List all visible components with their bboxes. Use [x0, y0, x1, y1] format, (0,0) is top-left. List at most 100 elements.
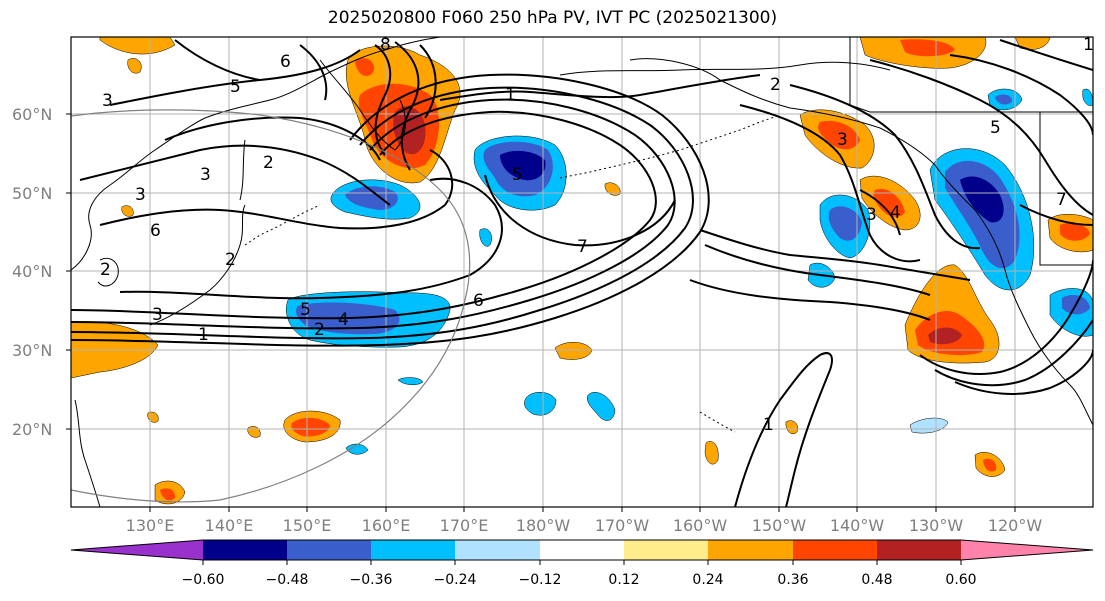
negative-anomaly-area	[524, 392, 557, 416]
colorbar-segment	[708, 540, 793, 560]
negative-anomaly-area	[995, 94, 1013, 105]
map-frame	[70, 36, 1094, 508]
pv-contours	[71, 39, 1093, 507]
negative-anomaly-area	[397, 377, 424, 385]
coastline-hawaii	[699, 411, 736, 433]
colorbar-segment	[455, 540, 540, 560]
contour-label: 4	[890, 203, 901, 223]
lon-label: 170°E	[440, 516, 489, 535]
lat-label: 30°N	[12, 341, 52, 360]
pv-contour	[689, 279, 931, 321]
colorbar-label: 0.24	[692, 572, 723, 588]
lat-label: 40°N	[12, 262, 52, 281]
pv-contour	[484, 174, 676, 247]
colorbar-segment	[371, 540, 455, 560]
positive-anomaly-area	[127, 58, 142, 74]
negative-anomaly-area	[345, 443, 369, 455]
pv-contour	[734, 352, 833, 507]
colorbar: −0.60 −0.48 −0.36 −0.24 −0.12 0.12 0.24 …	[70, 539, 1094, 588]
lat-label: 60°N	[12, 105, 52, 124]
coastline-asia	[71, 37, 441, 271]
contour-label: 6	[280, 52, 291, 72]
lon-label: 180°W	[516, 516, 571, 535]
pv-contour	[699, 229, 971, 281]
negative-anomaly-area	[345, 186, 398, 210]
coastline-aleutians	[559, 114, 781, 179]
contour-label: 3	[837, 130, 848, 150]
contour-label: 5	[990, 118, 1001, 138]
pv-contour	[869, 59, 1093, 216]
coastline-alaska	[629, 58, 976, 211]
colorbar-segment	[624, 540, 708, 560]
negative-anomaly-area	[500, 150, 546, 181]
range-circle	[71, 109, 471, 503]
pv-contour	[439, 74, 761, 101]
negative-anomaly-area	[587, 392, 616, 421]
pv-contour	[954, 349, 1093, 395]
colorbar-label: 0.36	[777, 572, 808, 588]
colorbar-label: −0.12	[519, 572, 562, 588]
pv-contour	[299, 44, 328, 101]
pv-contour	[739, 104, 921, 263]
coastline-korea	[97, 257, 119, 287]
colorbar-ticks	[202, 560, 962, 565]
positive-anomaly-area	[900, 39, 955, 57]
contour-label: 6	[150, 221, 161, 241]
colorbar-segment	[71, 540, 203, 560]
pv-contour	[859, 189, 901, 236]
contour-label: 7	[577, 237, 588, 257]
pv-contour	[704, 244, 931, 296]
colorbar-label: 0.12	[608, 572, 639, 588]
pv-contour	[164, 116, 381, 161]
lon-label: 150°W	[752, 516, 807, 535]
contour-label: 6	[473, 291, 484, 311]
lon-label: 170°W	[595, 516, 650, 535]
contour-label: 7	[1056, 190, 1067, 210]
pv-contour	[419, 44, 437, 119]
lon-label: 160°W	[673, 516, 728, 535]
contour-label-layer: 3 5 6 8 2 1 2 3 3 6 2 2 3 5 4 5 7 6 1 2 …	[100, 35, 1094, 435]
pv-contour	[949, 54, 1093, 136]
pv-contour	[99, 149, 454, 230]
colorbar-label: −0.48	[266, 572, 309, 588]
pv-contour	[119, 177, 503, 300]
contour-label: 5	[512, 165, 523, 185]
contour-label: 1	[1083, 35, 1094, 55]
lon-label: 130°E	[126, 516, 175, 535]
contour-label: 4	[338, 310, 349, 330]
contour-label: 2	[100, 260, 111, 280]
pv-contour	[71, 86, 694, 340]
colorbar-label: −0.36	[350, 572, 393, 588]
lon-label: 130°W	[909, 516, 964, 535]
negative-anomaly-area	[828, 206, 862, 241]
lon-label: 140°W	[830, 516, 885, 535]
pv-contour	[71, 110, 657, 320]
positive-anomaly-area	[99, 37, 176, 55]
positive-anomaly-area	[355, 58, 375, 77]
lon-label: 160°E	[362, 516, 411, 535]
contour-label: 3	[152, 305, 163, 325]
axis-ticks	[66, 113, 1016, 512]
positive-anomaly-area	[1060, 222, 1090, 241]
pv-contour	[79, 144, 391, 206]
coastline-kuril	[244, 204, 321, 246]
state-border	[849, 37, 1093, 113]
pv-contour	[71, 98, 676, 330]
pv-contour	[394, 41, 420, 171]
negative-anomaly-area	[1082, 88, 1093, 106]
colorbar-segment	[203, 540, 287, 560]
colorbar-segment	[961, 540, 1093, 560]
contour-label: 2	[225, 250, 236, 270]
coastline-na-west	[974, 209, 1093, 426]
contour-label: 3	[135, 185, 146, 205]
contour-label: 2	[314, 320, 325, 340]
colorbar-segment	[793, 540, 877, 560]
lat-label: 50°N	[12, 184, 52, 203]
negative-anomaly-area	[960, 176, 1004, 223]
pv-contour	[71, 73, 710, 347]
colorbar-label: −0.24	[434, 572, 477, 588]
pv-contour	[789, 84, 981, 250]
pv-contour	[934, 319, 1093, 387]
positive-anomaly-area	[704, 441, 719, 465]
contour-label: 1	[763, 415, 774, 435]
